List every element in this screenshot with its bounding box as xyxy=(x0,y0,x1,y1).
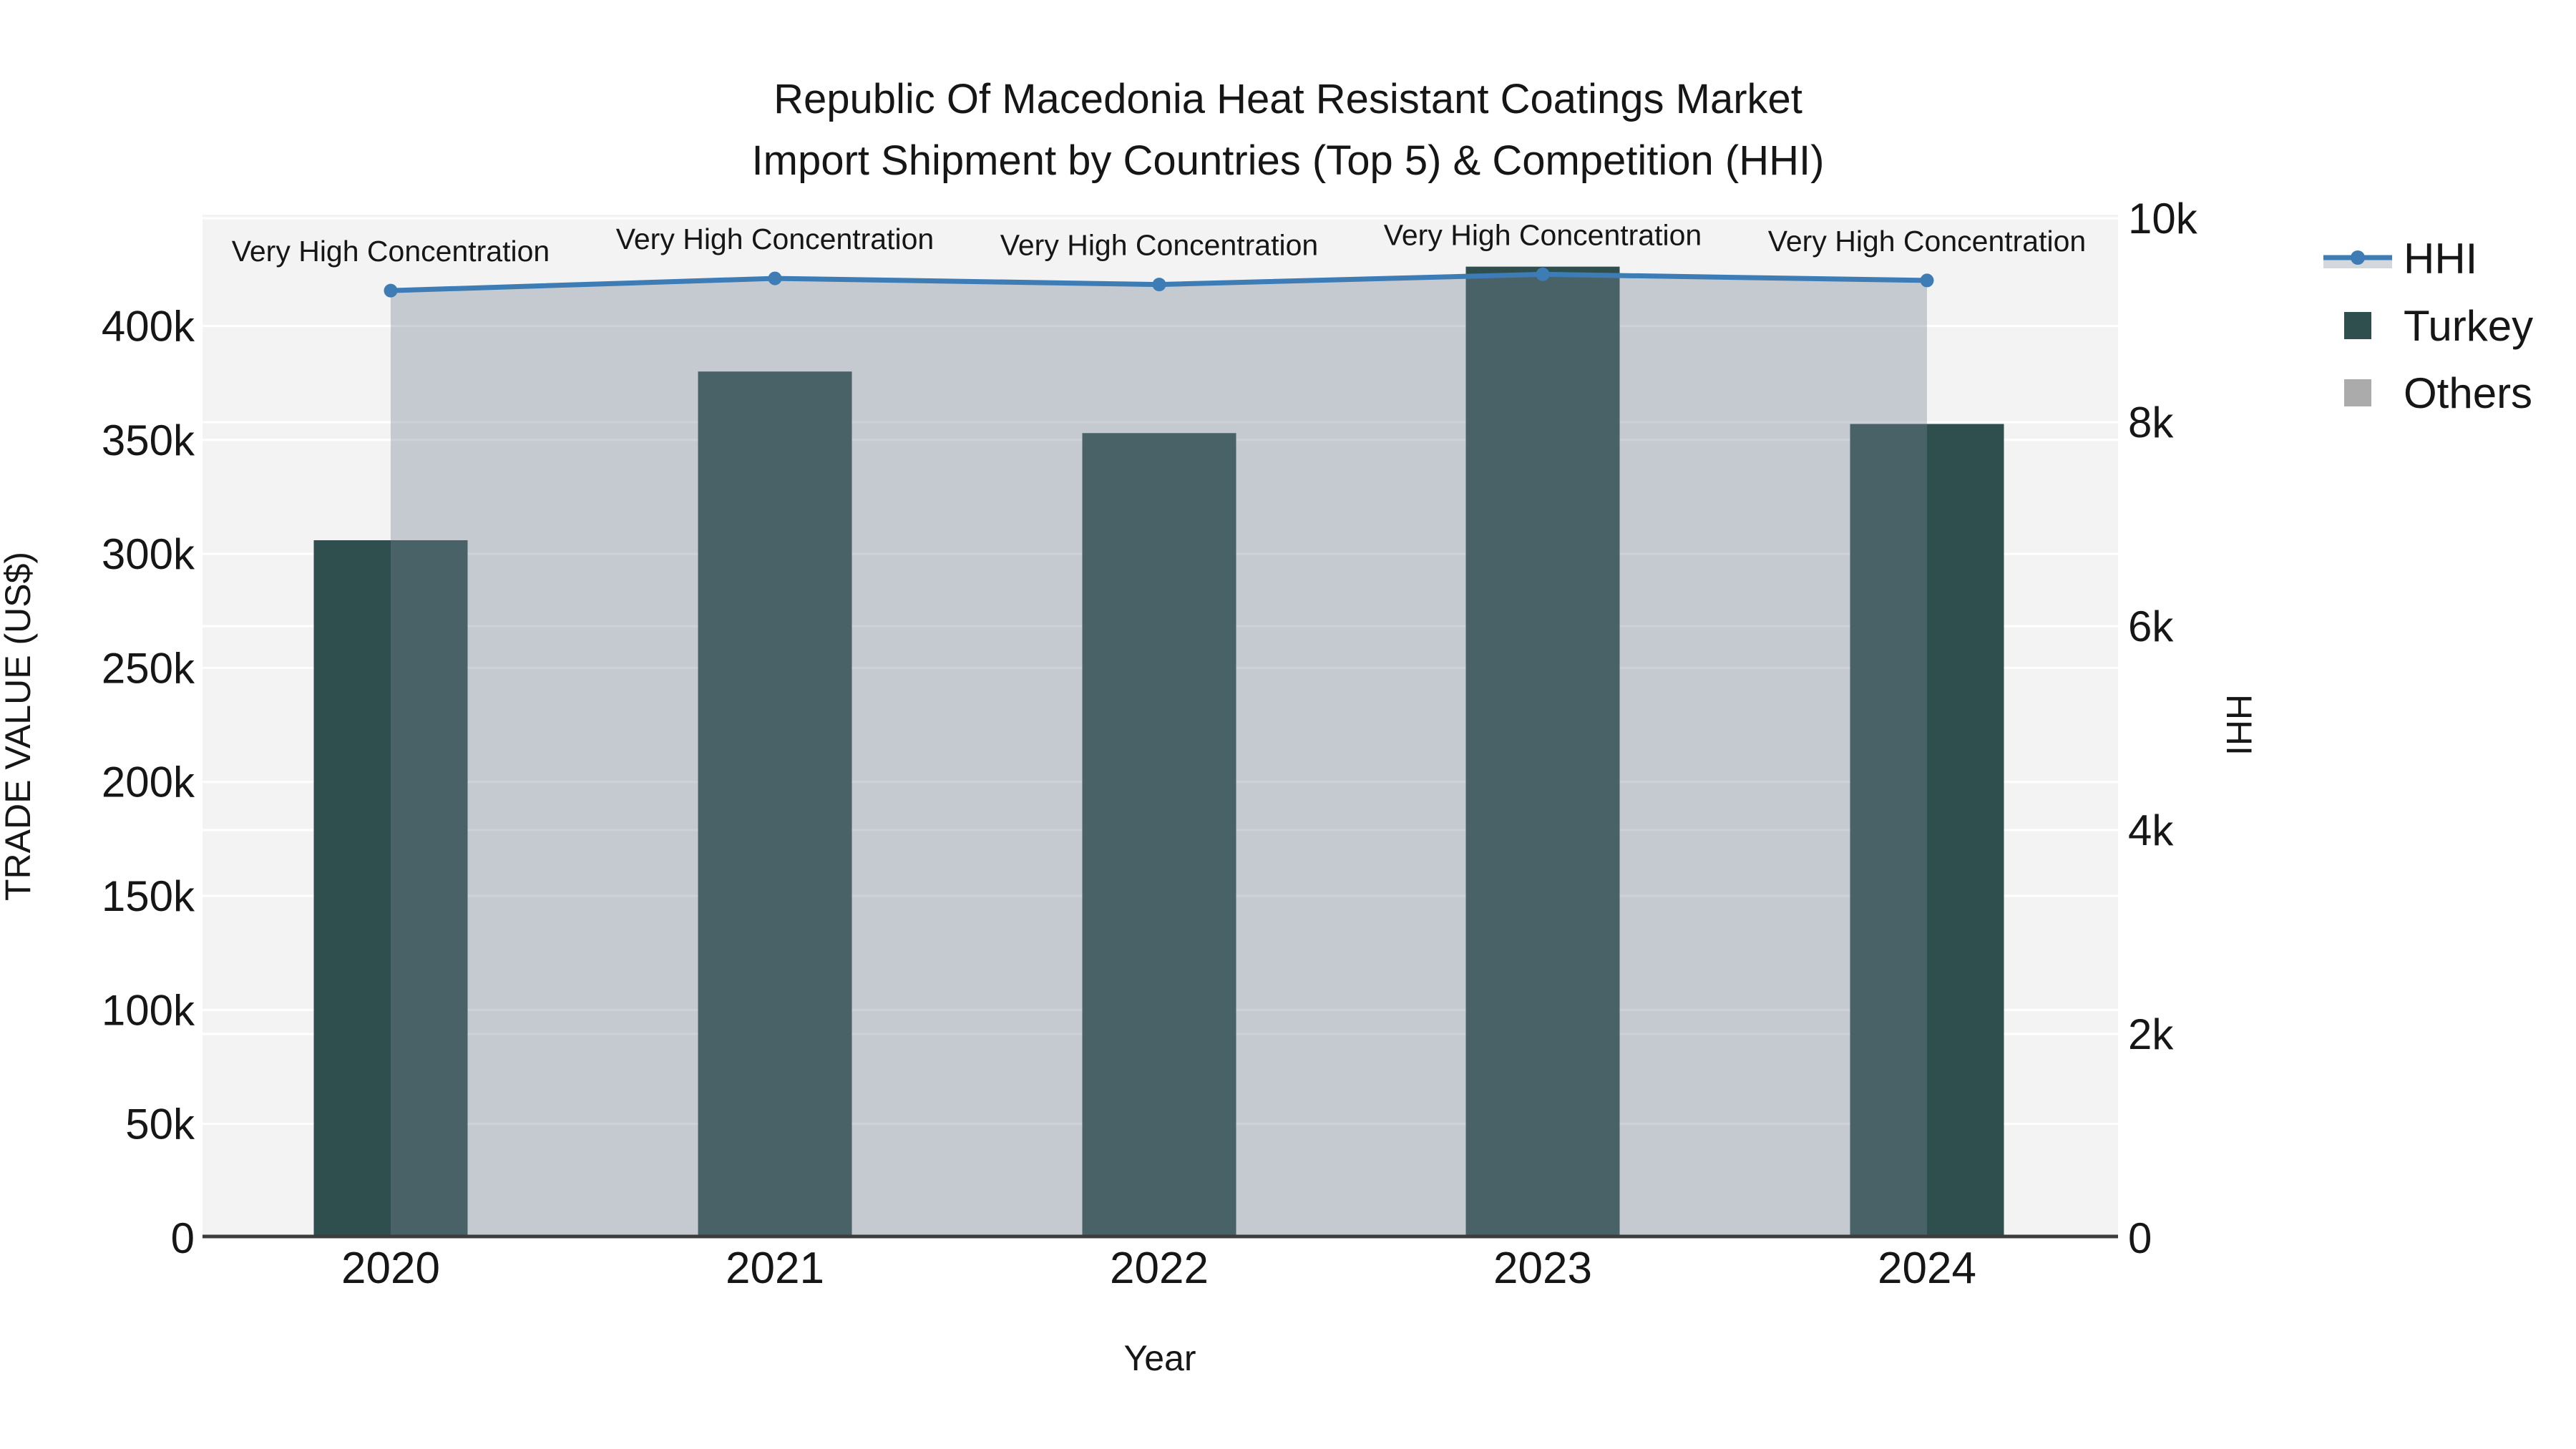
legend-label-hhi: HHI xyxy=(2404,234,2478,283)
bar-turkey-2021[interactable] xyxy=(698,371,852,1238)
bar-series xyxy=(313,266,2004,1239)
annotation-2024: Very High Concentration xyxy=(1768,225,2086,258)
hhi-point-2022[interactable] xyxy=(1152,278,1166,292)
hhi-point-2023[interactable] xyxy=(1536,267,1550,281)
legend-item-others[interactable]: Others xyxy=(2323,369,2533,417)
y-right-tick-4k: 4k xyxy=(2128,806,2174,854)
hhi-area-fill xyxy=(391,274,1927,1238)
y-left-tick-50k: 50k xyxy=(125,1101,195,1148)
y-axis-left-title: TRADE VALUE (US$) xyxy=(0,552,38,901)
y-right-tick-6k: 6k xyxy=(2128,602,2174,650)
y-right-tick-10k: 10k xyxy=(2128,195,2198,243)
bar-turkey-2020[interactable] xyxy=(313,540,468,1238)
x-tick-2023: 2023 xyxy=(1493,1244,1592,1293)
annotation-2022: Very High Concentration xyxy=(1000,229,1318,262)
hhi-point-2020[interactable] xyxy=(384,283,398,298)
bar-turkey-2024[interactable] xyxy=(1850,424,2004,1239)
y-axis-left-tick-labels: 0 50k 100k 150k 200k 250k 300k 350k 400k xyxy=(102,302,195,1262)
x-tick-2021: 2021 xyxy=(726,1244,824,1293)
legend-item-hhi[interactable]: HHI xyxy=(2323,234,2533,283)
legend-label-others: Others xyxy=(2404,369,2533,417)
chart-title: Republic Of Macedonia Heat Resistant Coa… xyxy=(0,69,2576,192)
y-left-tick-0: 0 xyxy=(171,1214,195,1262)
chart-title-line2: Import Shipment by Countries (Top 5) & C… xyxy=(751,137,1825,184)
annotations: Very High Concentration Very High Concent… xyxy=(232,218,2086,268)
legend-item-turkey[interactable]: Turkey xyxy=(2323,301,2534,350)
y-left-tick-350k: 350k xyxy=(102,416,195,464)
legend-label-turkey: Turkey xyxy=(2404,301,2534,350)
hhi-point-2021[interactable] xyxy=(768,271,782,286)
hhi-point-2024[interactable] xyxy=(1920,273,1934,288)
chart-title-line1: Republic Of Macedonia Heat Resistant Coa… xyxy=(774,76,1802,122)
y-right-tick-0: 0 xyxy=(2128,1214,2152,1262)
annotation-2023: Very High Concentration xyxy=(1384,218,1702,251)
x-tick-2024: 2024 xyxy=(1878,1244,1976,1293)
y-left-tick-200k: 200k xyxy=(102,758,195,806)
legend: HHI Turkey Others xyxy=(2323,234,2534,417)
bar-turkey-2023[interactable] xyxy=(1465,266,1620,1238)
others-swatch-icon xyxy=(2344,379,2371,406)
x-tick-2020: 2020 xyxy=(341,1244,440,1293)
annotation-2020: Very High Concentration xyxy=(232,235,550,268)
y-right-tick-2k: 2k xyxy=(2128,1010,2174,1058)
y-right-tick-8k: 8k xyxy=(2128,399,2174,447)
hhi-line-swatch-icon xyxy=(2323,236,2392,280)
y-axis-right-tick-labels: 0 2k 4k 6k 8k 10k xyxy=(2128,195,2198,1262)
y-axis-right-title: HHI xyxy=(2219,694,2259,756)
hhi-area-path xyxy=(391,274,1927,1238)
y-left-tick-150k: 150k xyxy=(102,872,195,920)
bar-turkey-2022[interactable] xyxy=(1082,433,1236,1238)
hhi-line-series xyxy=(384,267,1934,298)
y-left-tick-400k: 400k xyxy=(102,302,195,350)
x-tick-2022: 2022 xyxy=(1110,1244,1209,1293)
x-axis-title: Year xyxy=(1123,1338,1196,1378)
y-left-tick-250k: 250k xyxy=(102,644,195,692)
x-axis-tick-labels: 2020 2021 2022 2023 2024 xyxy=(341,1244,1976,1293)
annotation-2021: Very High Concentration xyxy=(616,223,934,255)
turkey-swatch-icon xyxy=(2344,312,2371,339)
y-left-tick-100k: 100k xyxy=(102,986,195,1034)
y-left-tick-300k: 300k xyxy=(102,530,195,578)
